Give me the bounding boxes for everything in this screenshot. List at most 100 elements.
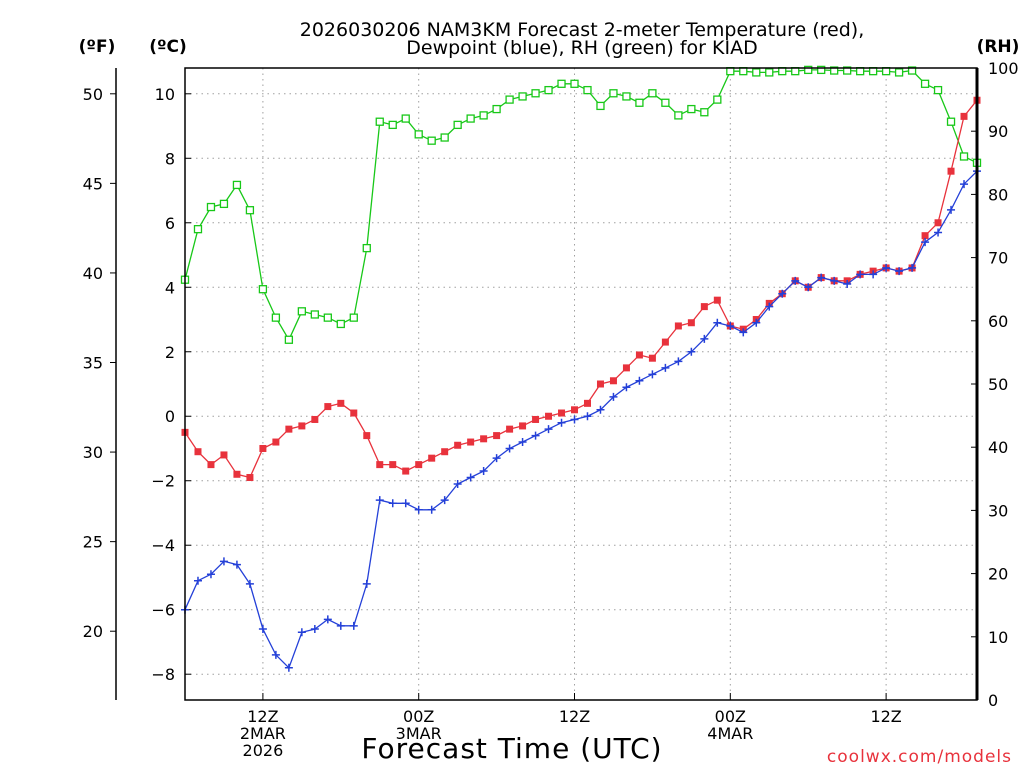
dewpoint-point [271,650,280,659]
celsius-tick-label: −2 [151,472,175,491]
time-tick-label: 12Z [870,707,901,726]
dewpoint-point [583,412,592,421]
temperature-point [298,422,306,430]
temperature-point [480,435,488,443]
dewpoint-point [362,579,371,588]
fahrenheit-tick-label: 25 [83,533,103,552]
temperature-point [493,432,501,440]
dewpoint-point [817,273,826,282]
rh-point [609,89,618,98]
rh-point [271,313,281,322]
dewpoint-point [908,263,917,272]
celsius-tick-label: 6 [165,214,175,233]
rh-point [959,152,969,161]
temperature-point [415,461,423,469]
temperature-point [687,319,695,327]
temperature-point [506,425,514,433]
dewpoint-point [206,570,215,579]
temperature-point [389,461,397,469]
dewpoint-point [869,270,878,279]
time-tick-label: 00Z [403,707,434,726]
temperature-point [220,451,228,459]
celsius-tick-label: 10 [155,85,175,104]
temperature-point [960,112,968,120]
rh-point [557,79,566,88]
rh-point [232,180,242,190]
dewpoint-point [804,283,813,292]
rh-axis-unit: (RH) [977,37,1020,57]
rh-point [765,68,774,77]
rh-point [310,310,319,319]
rh-point [466,114,475,123]
dewpoint-point [765,302,774,311]
dewpoint-point [466,473,475,482]
dewpoint-point [830,276,839,285]
time-tick-label: 12Z [559,707,590,726]
dewpoint-point [258,625,267,634]
x-axis-title: Forecast Time (UTC) [361,732,662,765]
fahrenheit-axis-unit: (ºF) [79,37,116,57]
rh-point [570,79,579,88]
rh-point [388,120,397,130]
dewpoint-point [336,621,345,630]
dewpoint-point [674,357,683,366]
rh-point [206,202,216,212]
temperature-point [583,399,591,407]
rh-point [479,111,488,120]
dewpoint-point [479,467,488,476]
rh-tick-label: 100 [988,59,1019,78]
temperature-point [337,399,345,407]
dewpoint-point [375,496,384,505]
dewpoint-point [193,576,202,585]
temperature-point [545,412,553,420]
fahrenheit-tick-label: 45 [83,174,103,193]
rh-point [362,243,371,253]
temperature-point [454,441,462,449]
dewpoint-point [778,289,787,298]
rh-point [414,130,423,139]
temperature-point [571,406,579,414]
dewpoint-point [596,405,605,414]
rh-point [518,92,527,101]
temperature-point [934,219,942,227]
time-tick-label: 00Z [715,707,746,726]
dewpoint-point [960,180,969,189]
temperature-point [713,296,721,304]
dewpoint-point [557,418,566,427]
time-tick-label: 12Z [247,707,278,726]
rh-point [453,120,462,130]
temperature-point [558,409,566,417]
rh-point [648,89,657,98]
dewpoint-point [791,276,800,285]
rh-point [843,66,852,75]
fahrenheit-tick-label: 50 [83,85,103,104]
dewpoint-point [310,625,319,634]
dewpoint-point [349,621,358,630]
rh-point [284,335,294,344]
dewpoint-point [284,663,293,672]
rh-tick-label: 60 [988,312,1008,331]
rh-point [375,117,384,126]
rh-point [920,79,930,88]
temperature-point [648,354,656,362]
rh-point [219,199,229,209]
rh-tick-label: 90 [988,122,1008,141]
celsius-tick-label: −6 [151,601,175,620]
celsius-tick-label: −8 [151,665,175,684]
chart-title-line2: Dewpoint (blue), RH (green) for KIAD [406,37,757,59]
dewpoint-point [713,318,722,327]
dewpoint-point [505,444,514,453]
temperature-point [674,322,682,330]
temperature-point [233,470,241,478]
temperature-point [596,380,604,388]
temperature-point [700,303,708,311]
rh-point [531,89,540,98]
dewpoint-point [492,454,501,463]
temperature-point [441,448,449,456]
dewpoint-point [921,238,930,247]
rh-point [687,104,696,114]
rh-point [193,225,203,234]
temperature-point [272,438,280,446]
temperature-point [428,454,436,462]
dewpoint-point [323,615,332,624]
